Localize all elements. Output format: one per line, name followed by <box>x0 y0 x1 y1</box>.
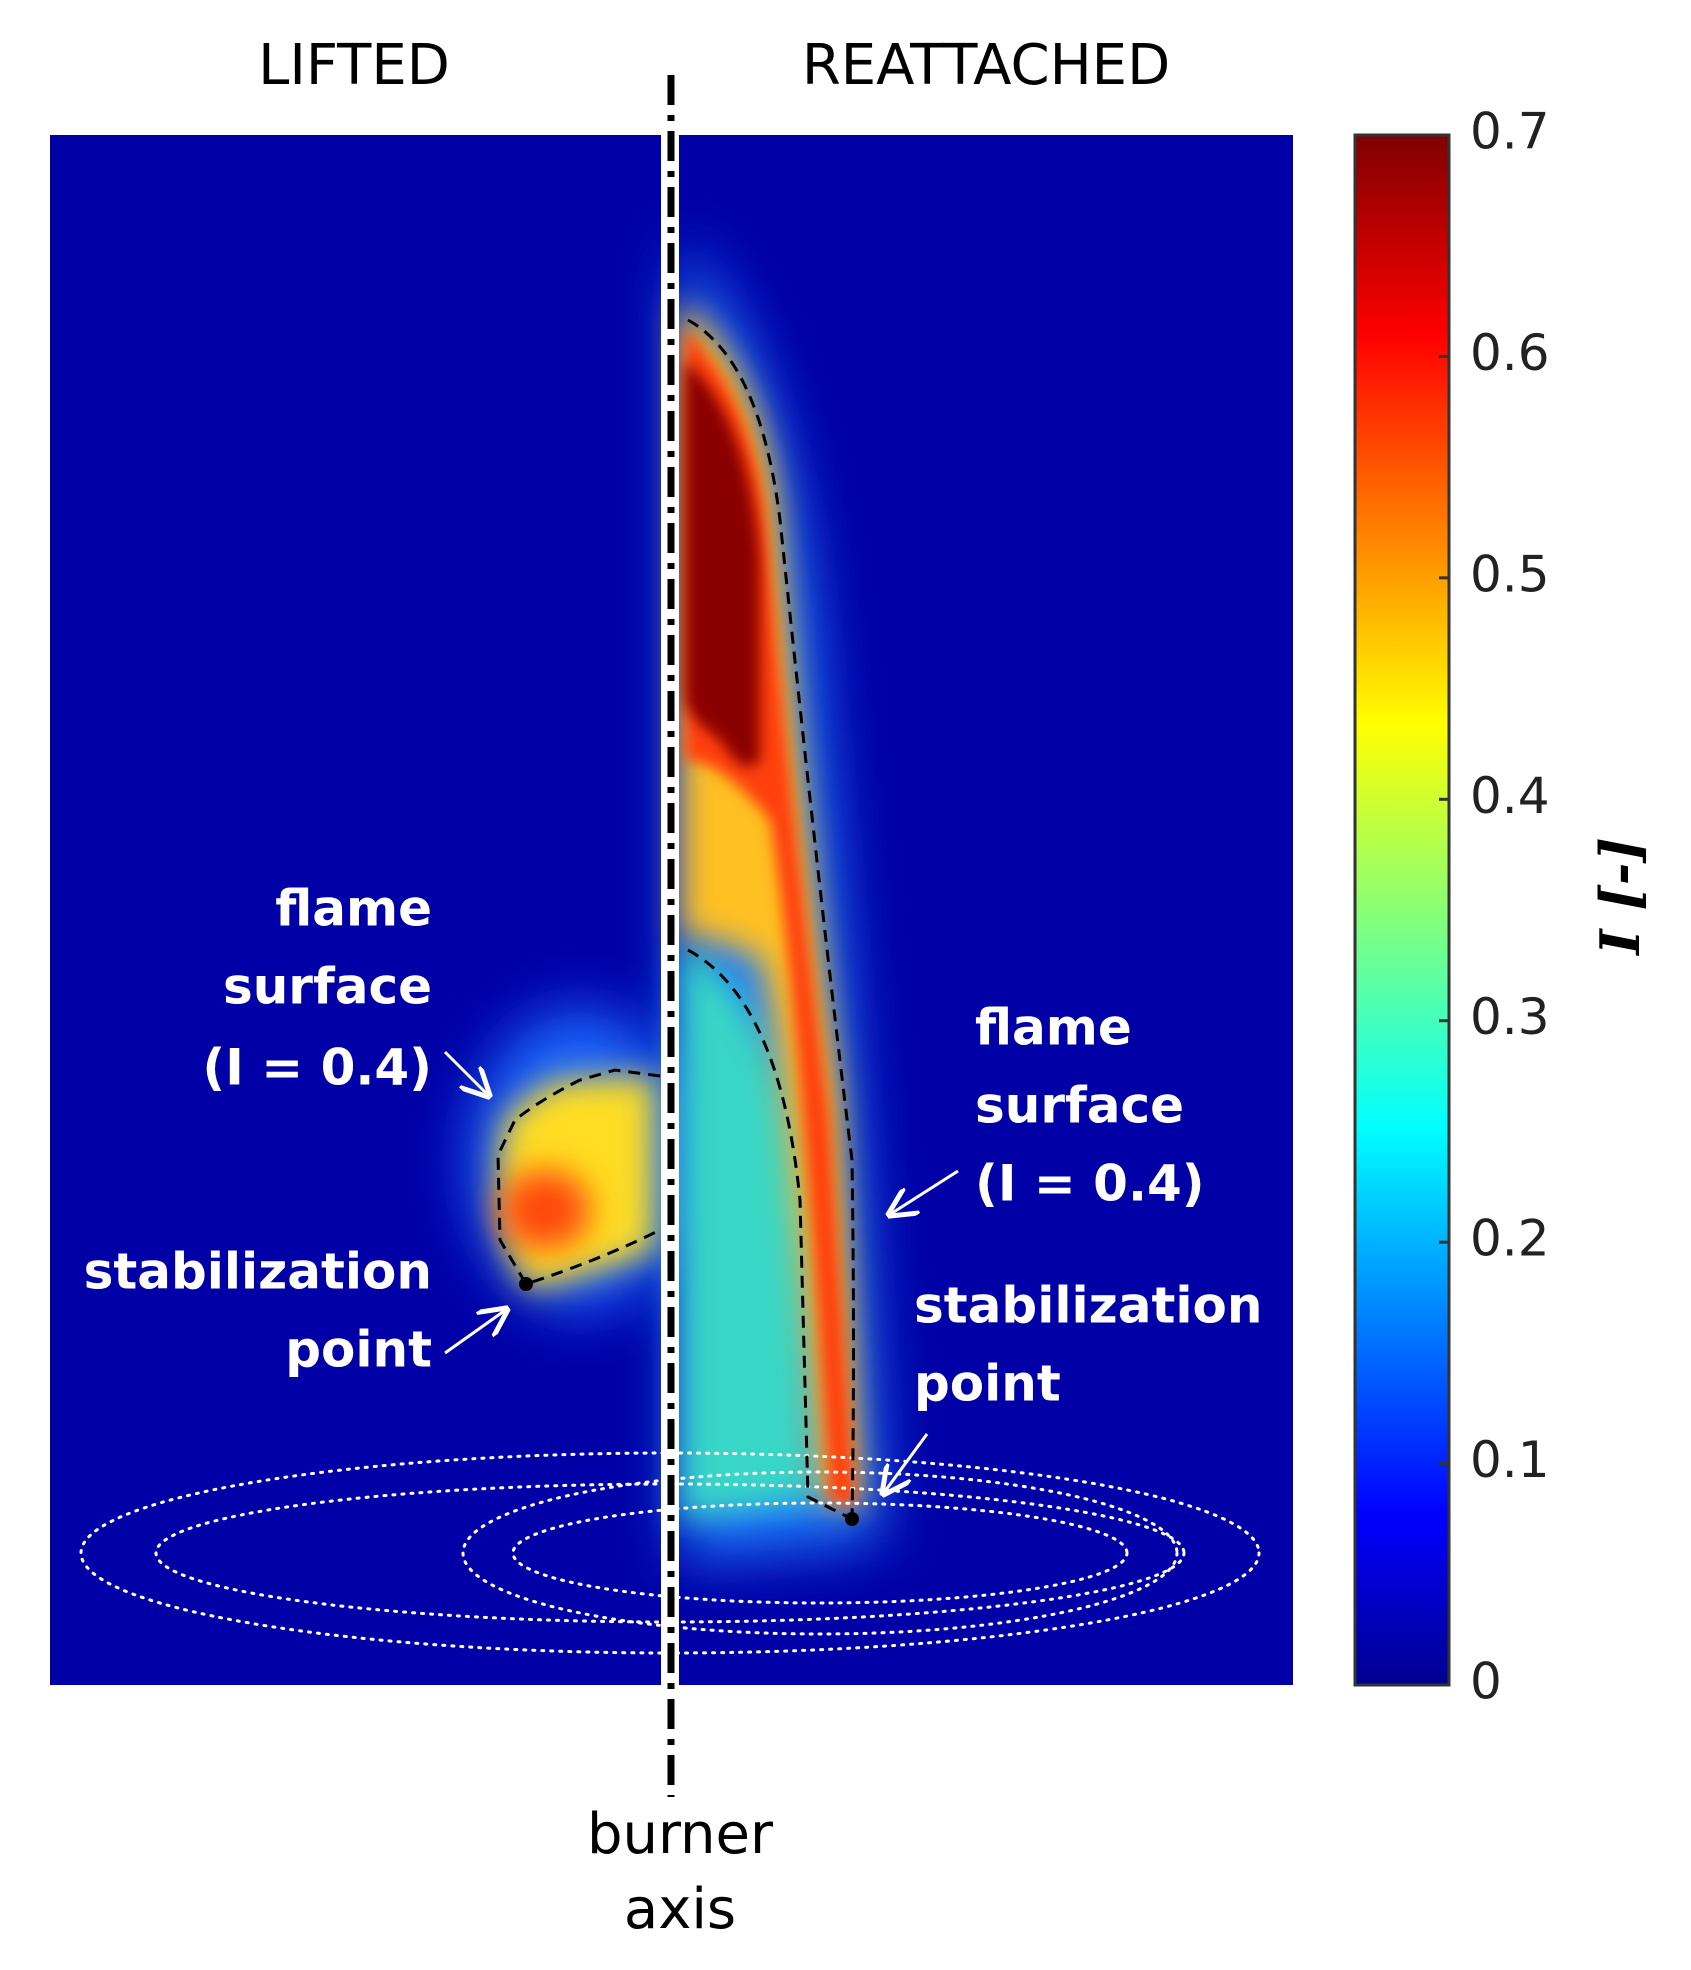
colorbar-tick-label: 0.3 <box>1470 988 1550 1046</box>
colorbar-tick-label: 0.2 <box>1470 1210 1550 1268</box>
colorbar-tick-label: 0 <box>1470 1653 1502 1711</box>
axis-label: axis <box>624 1877 736 1942</box>
annotation: (I = 0.4) <box>202 1039 432 1097</box>
colorbar-scale <box>1353 133 1451 1687</box>
annotation: (I = 0.4) <box>975 1155 1205 1213</box>
annotation: point <box>285 1321 432 1379</box>
annotation: flame <box>975 999 1132 1057</box>
panel-title: LIFTED <box>258 33 450 98</box>
arrows <box>443 1050 959 1494</box>
annotation: flame <box>275 880 432 938</box>
annotation: point <box>914 1355 1061 1413</box>
annotation: surface <box>975 1077 1184 1135</box>
colorbar-tick-label: 0.7 <box>1470 103 1550 161</box>
axis-label: burner <box>587 1802 774 1867</box>
colorbar-label: I [-] <box>1588 837 1652 957</box>
annotation: stabilization <box>914 1277 1262 1335</box>
colorbar-tick-label: 0.6 <box>1470 324 1550 382</box>
panel-title: REATTACHED <box>802 33 1170 98</box>
flame-image <box>50 135 1293 1685</box>
annotation: surface <box>223 958 432 1016</box>
colorbar-tick-label: 0.4 <box>1470 767 1550 825</box>
colorbar: 0 0.1 0.2 0.3 0.4 0.5 0.6 0.7 I [-] <box>1353 103 1652 1711</box>
colorbar-tick-label: 0.1 <box>1470 1431 1550 1489</box>
colorbar-tick-label: 0.5 <box>1470 545 1550 603</box>
annotation: stabilization <box>84 1243 432 1301</box>
